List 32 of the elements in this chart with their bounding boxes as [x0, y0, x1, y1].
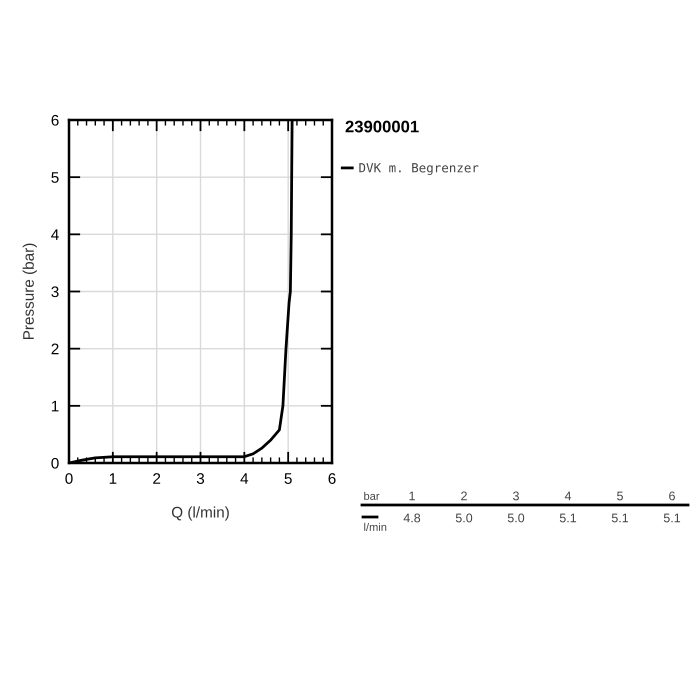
x-tick-label: 5 [284, 473, 292, 484]
text: 2 [461, 492, 467, 500]
text: 4.8 [404, 514, 420, 522]
x-axis-title: Q (l/min) [172, 506, 229, 521]
text: l/min [364, 522, 386, 531]
x-tick-label: 3 [196, 473, 204, 484]
text: 5.0 [456, 514, 472, 522]
y-tick-label: 0 [51, 458, 59, 469]
text: 5.1 [612, 514, 628, 522]
text: 5.0 [508, 514, 524, 522]
text: 4 [564, 492, 572, 500]
y-axis-title: Pressure (bar) [22, 244, 37, 340]
legend-label: DVK m. Begrenzer [359, 163, 478, 175]
text: 5.1 [664, 514, 680, 522]
y-tick-label: 5 [51, 172, 59, 183]
x-tick-label: 2 [153, 473, 160, 484]
x-tick-label: 4 [240, 473, 248, 484]
y-tick-label: 2 [52, 344, 59, 354]
text: bar [364, 492, 380, 500]
text: 1 [409, 492, 415, 500]
y-tick-label: 6 [52, 114, 59, 126]
y-tick-label: 3 [51, 286, 59, 298]
x-tick-label: 1 [110, 473, 116, 484]
text: 6 [669, 492, 675, 500]
text: 3 [513, 492, 519, 500]
x-tick-label: 6 [328, 473, 336, 484]
text: 5.1 [560, 514, 576, 522]
y-tick-label: 1 [52, 400, 59, 412]
text: 5 [617, 492, 623, 500]
x-tick-label: 0 [65, 473, 73, 484]
y-tick-label: 4 [51, 229, 59, 240]
text: 23900001 [346, 120, 419, 132]
